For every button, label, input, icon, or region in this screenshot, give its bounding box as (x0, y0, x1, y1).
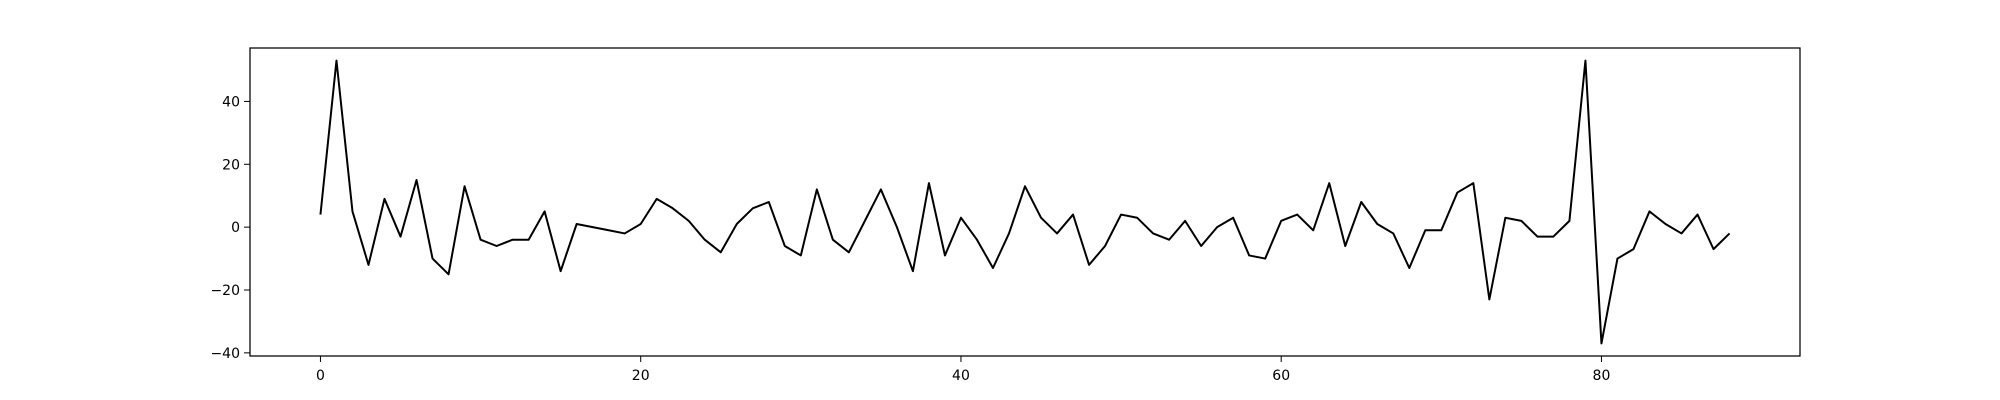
y-tick-label: 0 (231, 220, 240, 236)
y-tick-label: 20 (222, 157, 240, 173)
plot-area (250, 48, 1800, 356)
x-tick-label: 20 (632, 368, 650, 384)
series-line (319, 59, 1731, 345)
y-tick-label: 40 (222, 94, 240, 110)
x-tick-label: 60 (1272, 368, 1290, 384)
plot-frame (249, 47, 1801, 357)
x-tick-label: 80 (1593, 368, 1611, 384)
x-tick-label: 40 (952, 368, 970, 384)
y-tick-label: −40 (210, 346, 240, 362)
y-tick-label: −20 (210, 283, 240, 299)
x-tick-label: 0 (316, 368, 325, 384)
axis-ticks: 0 20 40 60 80 −40 −20 0 20 40 (210, 94, 1610, 384)
